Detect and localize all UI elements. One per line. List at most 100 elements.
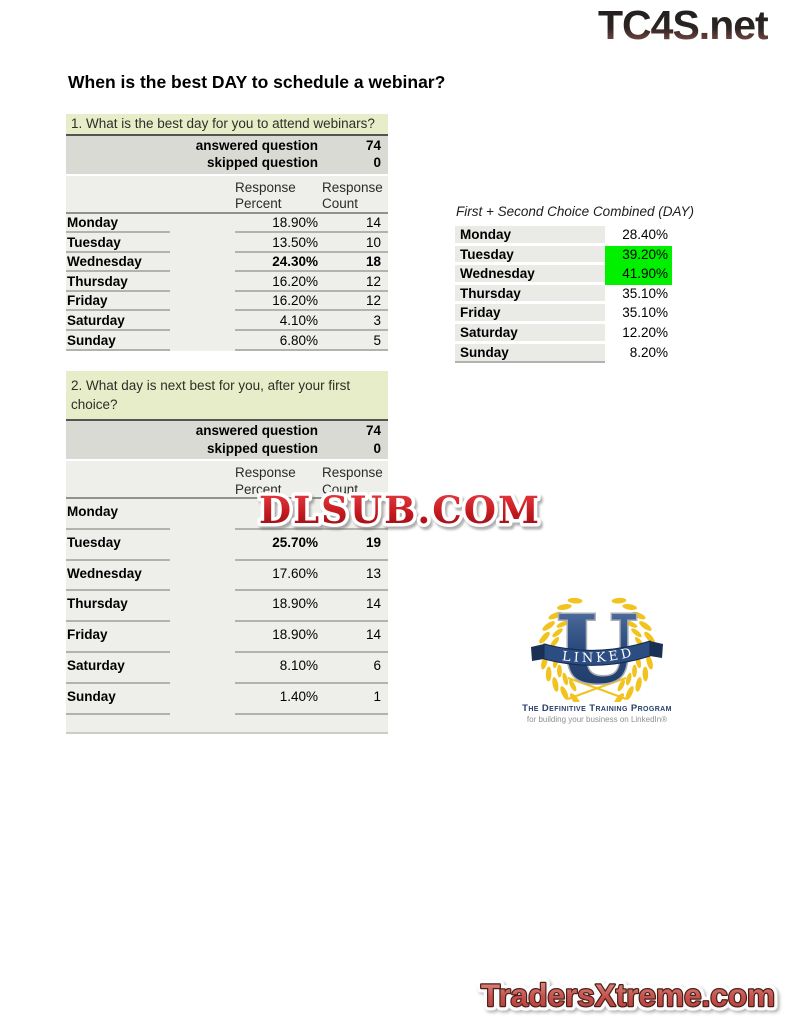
day-cell: Monday bbox=[66, 499, 235, 530]
percent-cell: 18.90% bbox=[272, 596, 318, 612]
table-footer-spacer bbox=[66, 714, 388, 734]
day-cell: Thursday bbox=[66, 272, 235, 292]
answered-question-label: answered question bbox=[195, 137, 318, 153]
table-row: Friday 35.10% bbox=[455, 304, 689, 324]
table-row: Saturday 4.10% 3 bbox=[66, 311, 388, 332]
q1-question-header: 1. What is the best day for you to atten… bbox=[66, 114, 388, 136]
percent-cell: 16.20% bbox=[272, 293, 318, 309]
skipped-question-value: 0 bbox=[373, 155, 381, 170]
day-cell: Wednesday bbox=[66, 253, 235, 273]
linkedu-logo: U LINKED The Definitive Training Program… bbox=[516, 594, 678, 725]
q1-column-headers: Response Percent Response Count bbox=[66, 175, 388, 214]
percent-cell: 13.50% bbox=[272, 234, 318, 250]
percent-cell: 6.80% bbox=[279, 332, 318, 348]
percent-cell: 8.20% bbox=[629, 344, 668, 360]
count-cell: 13 bbox=[365, 565, 381, 581]
percent-cell: 35.10% bbox=[622, 285, 668, 301]
count-cell: 19 bbox=[365, 534, 381, 550]
table-row: Tuesday 25.70% 19 bbox=[66, 529, 388, 561]
count-cell: 12 bbox=[365, 273, 381, 289]
combined-table: First + Second Choice Combined (DAY) Mon… bbox=[455, 204, 694, 364]
q1-summary-band: answered question 74 skipped question 0 bbox=[66, 135, 388, 174]
day-cell: Monday bbox=[66, 214, 235, 234]
table-row: Saturday 12.20% bbox=[455, 323, 689, 344]
table-row-highlighted: Wednesday 41.90% bbox=[455, 265, 689, 285]
table-row: Monday 18.90% 14 bbox=[66, 213, 388, 234]
count-cell: 14 bbox=[365, 215, 381, 230]
percent-cell: 18.90% bbox=[272, 215, 318, 230]
day-cell: Sunday bbox=[66, 331, 235, 351]
page-title: When is the best DAY to schedule a webin… bbox=[68, 72, 446, 92]
percent-cell: 35.10% bbox=[622, 305, 668, 321]
skipped-question-label: skipped question bbox=[206, 440, 318, 456]
tc4s-logo: TC4S.net bbox=[598, 2, 769, 48]
table-row: Sunday 8.20% bbox=[455, 343, 689, 364]
table-row: Sunday 6.80% 5 bbox=[66, 331, 388, 351]
count-cell: 5 bbox=[373, 332, 381, 348]
linkedu-tagline: The Definitive Training Program bbox=[522, 703, 672, 714]
table-row: Thursday 35.10% bbox=[455, 284, 689, 305]
count-cell: 3 bbox=[373, 312, 381, 328]
table-row: Friday 18.90% 14 bbox=[66, 622, 388, 653]
count-cell: 18 bbox=[365, 254, 381, 270]
tradersxtreme-watermark-text: TradersXtreme.com bbox=[481, 977, 775, 1013]
answered-question-label: answered question bbox=[195, 423, 318, 438]
day-cell: Friday bbox=[455, 304, 605, 324]
answered-question-value: 74 bbox=[365, 423, 381, 438]
day-cell: Saturday bbox=[66, 311, 235, 331]
table-row: Tuesday 13.50% 10 bbox=[66, 233, 388, 253]
count-cell: 6 bbox=[373, 657, 381, 673]
percent-cell: 16.20% bbox=[272, 273, 318, 289]
table-row: Thursday 16.20% 12 bbox=[66, 272, 388, 292]
table-row: Sunday 1.40% 1 bbox=[66, 683, 388, 715]
dlsub-watermark: DLSUB.COM bbox=[256, 485, 543, 536]
table-row: Wednesday 17.60% 13 bbox=[66, 560, 388, 592]
count-cell: 10 bbox=[365, 234, 381, 250]
table-row: Friday 16.20% 12 bbox=[66, 291, 388, 312]
q2-column-headers: Response Percent Response Count bbox=[66, 461, 388, 499]
day-cell: Sunday bbox=[455, 343, 605, 364]
combined-table-title: First + Second Choice Combined (DAY) bbox=[456, 204, 694, 219]
percent-cell: 4.10% bbox=[279, 312, 318, 328]
day-cell: Sunday bbox=[66, 684, 235, 715]
answered-question-row: answered question 74 bbox=[66, 137, 388, 155]
table-row: Thursday 18.90% 14 bbox=[66, 591, 388, 623]
day-cell: Friday bbox=[66, 622, 235, 653]
q2-table: 2. What day is next best for you, after … bbox=[66, 371, 388, 734]
percent-cell: 18.90% bbox=[272, 627, 318, 643]
q1-table: 1. What is the best day for you to atten… bbox=[66, 114, 388, 351]
response-count-header: Response Count bbox=[322, 465, 383, 497]
tradersxtreme-watermark: TradersXtreme.com TradersXtreme.com bbox=[476, 973, 779, 1018]
count-cell: 12 bbox=[365, 293, 381, 309]
percent-cell: 1.40% bbox=[279, 688, 318, 704]
linkedu-crest-icon: U LINKED bbox=[531, 594, 663, 707]
answered-question-value: 74 bbox=[365, 137, 381, 153]
day-cell: Friday bbox=[66, 292, 235, 312]
day-cell: Tuesday bbox=[66, 233, 235, 253]
percent-cell: 8.10% bbox=[279, 657, 318, 673]
day-cell: Thursday bbox=[455, 284, 605, 305]
day-cell: Saturday bbox=[66, 653, 235, 684]
day-cell: Monday bbox=[455, 226, 605, 246]
tradersxtreme-glow: TradersXtreme.com bbox=[481, 977, 775, 1013]
day-cell: Wednesday bbox=[455, 265, 605, 285]
percent-cell: 24.30% bbox=[272, 254, 318, 270]
skipped-question-value: 0 bbox=[373, 440, 381, 456]
response-percent-header: Response Percent bbox=[235, 179, 296, 212]
day-cell: Thursday bbox=[66, 591, 235, 622]
linkedu-subline: for building your business on LinkedIn® bbox=[526, 715, 668, 724]
table-row: Monday 28.40% bbox=[455, 226, 689, 246]
day-cell: Tuesday bbox=[455, 245, 605, 266]
skipped-question-row: skipped question 0 bbox=[66, 440, 388, 458]
dlsub-watermark-text: DLSUB.COM bbox=[259, 488, 541, 532]
skipped-question-row: skipped question 0 bbox=[66, 154, 388, 172]
table-row: Saturday 8.10% 6 bbox=[66, 652, 388, 684]
percent-cell: 25.70% bbox=[272, 534, 318, 550]
q2-question-header: 2. What day is next best for you, after … bbox=[66, 371, 388, 421]
skipped-question-label: skipped question bbox=[206, 155, 318, 170]
count-cell: 14 bbox=[365, 596, 381, 612]
percent-cell: 39.20% bbox=[605, 245, 672, 266]
percent-cell: 17.60% bbox=[272, 565, 318, 581]
table-row: Monday bbox=[66, 499, 388, 530]
